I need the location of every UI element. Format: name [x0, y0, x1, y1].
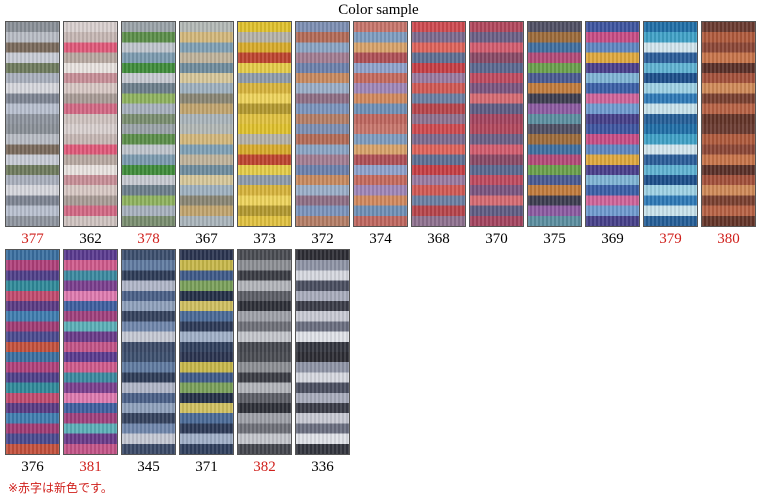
color-swatch-item[interactable]: 345: [121, 249, 176, 476]
yarn-swatch-image[interactable]: [5, 21, 60, 227]
color-code-label: 378: [137, 231, 160, 247]
color-code-label: 362: [79, 231, 102, 247]
yarn-swatch-image[interactable]: [237, 21, 292, 227]
color-swatch-item[interactable]: 368: [411, 21, 466, 248]
color-code-label: 345: [137, 459, 160, 475]
yarn-swatch-image[interactable]: [643, 21, 698, 227]
color-swatch-item[interactable]: 370: [469, 21, 524, 248]
color-swatch-item[interactable]: 374: [353, 21, 408, 248]
yarn-swatch-image[interactable]: [5, 249, 60, 455]
color-code-label: 368: [427, 231, 450, 247]
color-swatch-item[interactable]: 379: [643, 21, 698, 248]
yarn-swatch-image[interactable]: [701, 21, 756, 227]
color-swatch-item[interactable]: 375: [527, 21, 582, 248]
color-code-label: 370: [485, 231, 508, 247]
yarn-swatch-image[interactable]: [121, 21, 176, 227]
color-swatch-item[interactable]: 373: [237, 21, 292, 248]
color-swatch-item[interactable]: 376: [5, 249, 60, 476]
color-swatch-item[interactable]: 371: [179, 249, 234, 476]
color-code-label: 382: [253, 459, 276, 475]
yarn-swatch-image[interactable]: [63, 249, 118, 455]
yarn-swatch-image[interactable]: [585, 21, 640, 227]
new-color-note: ※赤字は新色です。: [8, 481, 113, 495]
color-code-label: 377: [21, 231, 44, 247]
yarn-swatch-image[interactable]: [469, 21, 524, 227]
color-swatch-item[interactable]: 380: [701, 21, 756, 248]
color-swatch-item[interactable]: 362: [63, 21, 118, 248]
color-code-label: 336: [311, 459, 334, 475]
yarn-swatch-image[interactable]: [411, 21, 466, 227]
color-swatch-item[interactable]: 378: [121, 21, 176, 248]
color-swatch-item[interactable]: 377: [5, 21, 60, 248]
yarn-swatch-image[interactable]: [295, 249, 350, 455]
yarn-swatch-image[interactable]: [121, 249, 176, 455]
color-swatch-item[interactable]: 381: [63, 249, 118, 476]
yarn-swatch-image[interactable]: [179, 21, 234, 227]
color-swatch-item[interactable]: 367: [179, 21, 234, 248]
yarn-swatch-image[interactable]: [527, 21, 582, 227]
yarn-swatch-image[interactable]: [353, 21, 408, 227]
color-code-label: 376: [21, 459, 44, 475]
color-code-label: 372: [311, 231, 334, 247]
swatch-row-2: 376 381 345 371 382 336: [5, 249, 350, 476]
color-swatch-item[interactable]: 382: [237, 249, 292, 476]
yarn-swatch-image[interactable]: [295, 21, 350, 227]
color-swatch-item[interactable]: 372: [295, 21, 350, 248]
color-code-label: 380: [717, 231, 740, 247]
yarn-swatch-image[interactable]: [63, 21, 118, 227]
color-code-label: 373: [253, 231, 276, 247]
swatch-row-1: 377 362 378 367 373 372 374 368 370 375 369 379 380: [5, 21, 756, 248]
color-swatch-item[interactable]: 336: [295, 249, 350, 476]
color-code-label: 367: [195, 231, 218, 247]
yarn-swatch-image[interactable]: [179, 249, 234, 455]
color-code-label: 369: [601, 231, 624, 247]
color-code-label: 379: [659, 231, 682, 247]
page-title: Color sample: [338, 2, 419, 18]
color-swatch-item[interactable]: 369: [585, 21, 640, 248]
color-code-label: 374: [369, 231, 392, 247]
yarn-swatch-image[interactable]: [237, 249, 292, 455]
color-code-label: 381: [79, 459, 102, 475]
color-code-label: 371: [195, 459, 218, 475]
color-code-label: 375: [543, 231, 566, 247]
